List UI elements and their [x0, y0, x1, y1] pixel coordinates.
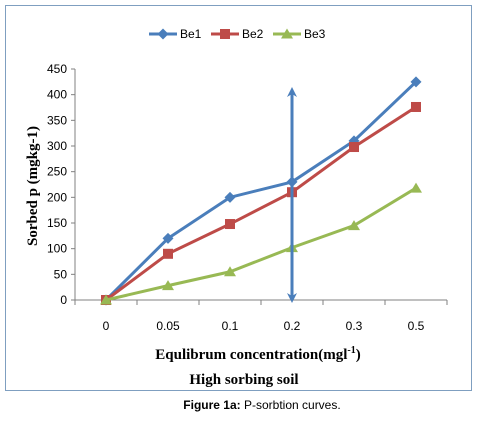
x-tick-label: 0.2 [284, 319, 301, 333]
data-point-be2 [411, 101, 421, 112]
caption-label: Figure 1a: [183, 398, 240, 412]
y-tick-label: 400 [47, 88, 67, 102]
data-point-be1 [410, 76, 422, 88]
y-tick-label: 100 [47, 242, 67, 256]
x-axis-label: Equlibrum concentration(mgl-1) [155, 345, 360, 363]
series-line-be1 [104, 80, 418, 302]
x-tick-label: 0.05 [156, 319, 180, 333]
x-tick-label: 0.5 [408, 319, 425, 333]
y-tick-label: 50 [54, 267, 68, 281]
legend-marker-be2 [220, 29, 230, 39]
data-point-be1 [162, 232, 174, 244]
y-tick-label: 350 [47, 113, 67, 127]
data-point-be3 [224, 266, 236, 277]
data-point-be2 [349, 142, 359, 153]
legend: Be1 Be2 Be3 [149, 27, 326, 41]
data-point-be3 [162, 280, 174, 291]
x-tick-label: 0.1 [222, 319, 239, 333]
x-tick-label: 0 [103, 319, 110, 333]
y-axis-label: Sorbed p (mgkg-1) [25, 126, 41, 246]
legend-marker-be3 [281, 28, 293, 39]
series-line-be2 [105, 105, 417, 302]
y-tick-label: 0 [60, 293, 67, 307]
data-point-be3 [410, 182, 422, 193]
data-point-be3 [348, 220, 360, 231]
x-tick-label: 0.3 [346, 319, 363, 333]
figure-caption: Figure 1a: P-sorbtion curves. [183, 398, 340, 412]
data-point-be3 [100, 294, 112, 305]
y-tick-label: 150 [47, 216, 67, 230]
y-tick-label: 250 [47, 165, 67, 179]
chart-subtitle: High sorbing soil [189, 372, 298, 388]
legend-marker-be1 [157, 28, 169, 40]
y-tick-label: 450 [47, 62, 67, 76]
chart-frame [5, 5, 472, 391]
y-tick-label: 300 [47, 139, 67, 153]
legend-label-be2: Be2 [242, 27, 264, 41]
caption-text: P-sorbtion curves. [241, 398, 341, 412]
data-point-be2 [163, 248, 173, 259]
legend-label-be1: Be1 [180, 27, 202, 41]
legend-label-be3: Be3 [304, 27, 326, 41]
plot-area: 0 50 100 150 200 250 300 350 400 450 0 0.05 0.1 0.2 0.… [47, 62, 448, 333]
data-point-be2 [225, 219, 235, 230]
series-line-be3 [105, 186, 417, 302]
y-tick-label: 200 [47, 190, 67, 204]
data-point-be1 [224, 191, 236, 203]
